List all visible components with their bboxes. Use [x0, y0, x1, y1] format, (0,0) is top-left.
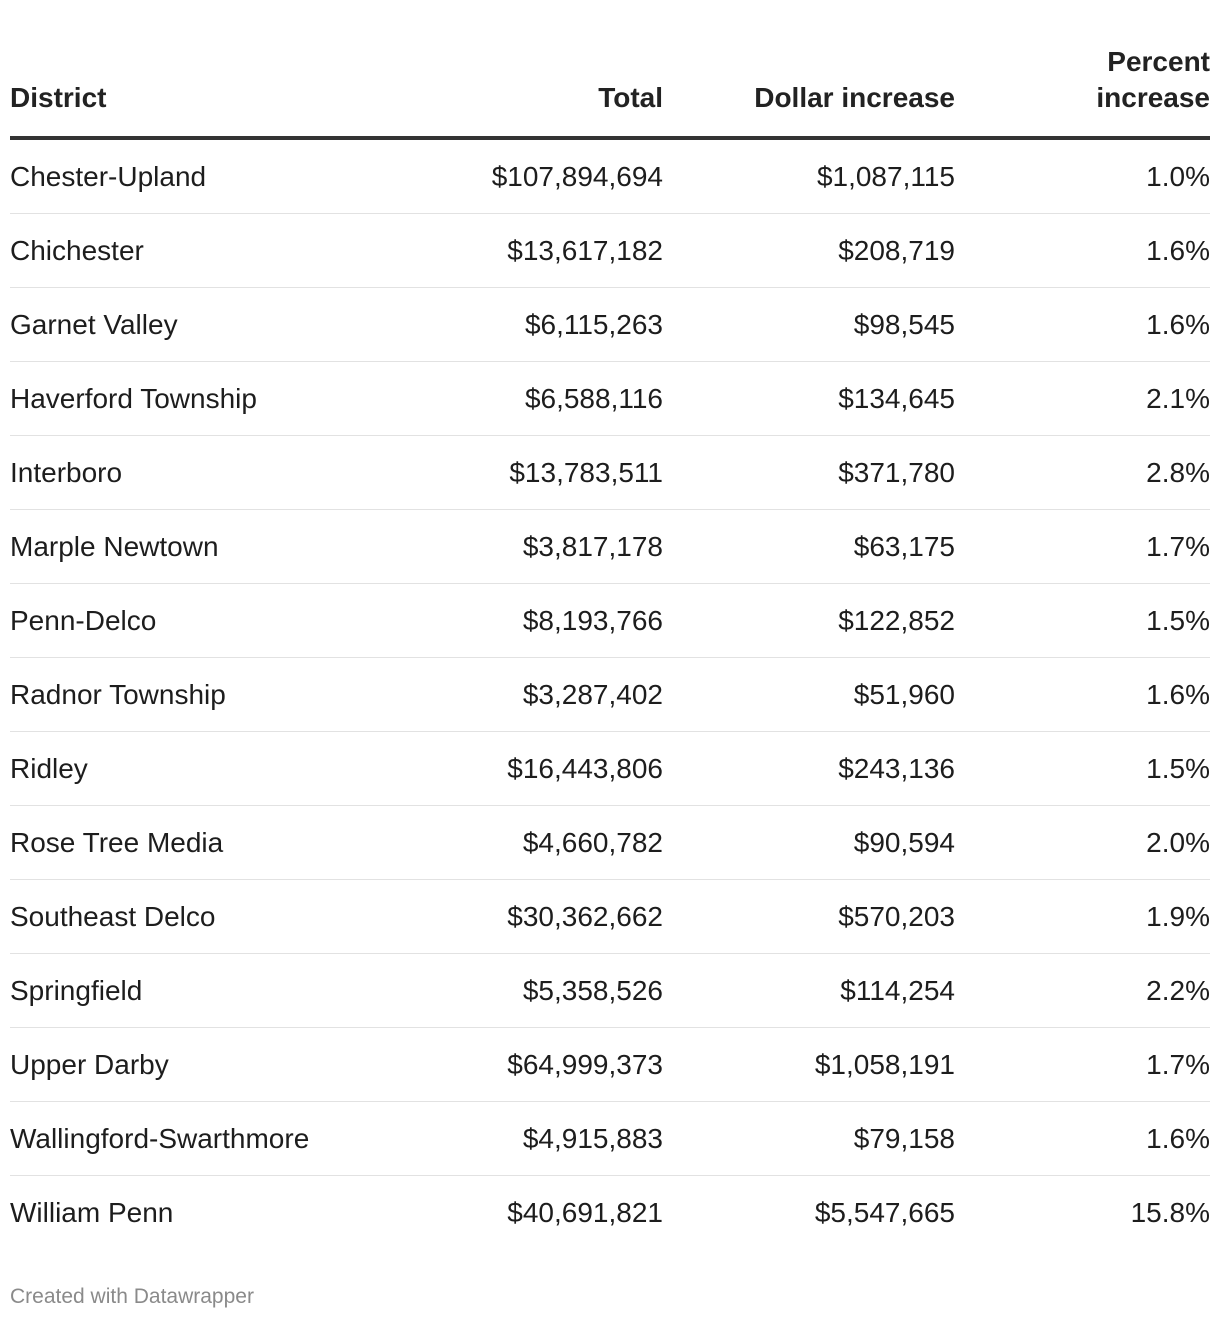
- table-body: Chester-Upland $107,894,694 $1,087,115 1.0%…: [10, 138, 1210, 1249]
- datawrapper-credit: Created with Datawrapper: [10, 1285, 254, 1308]
- table-row: Ridley $16,443,806 $243,136 1.5%: [10, 731, 1210, 806]
- cell-district: Marple Newtown: [10, 509, 370, 584]
- cell-dollar-increase: $208,719: [663, 213, 955, 288]
- cell-dollar-increase: $98,545: [663, 287, 955, 362]
- cell-total: $107,894,694: [370, 138, 663, 214]
- cell-total: $3,817,178: [370, 509, 663, 584]
- cell-dollar-increase: $114,254: [663, 953, 955, 1028]
- cell-percent-increase: 2.1%: [955, 361, 1210, 436]
- data-table-container: District Total Dollar increase Percent in…: [10, 44, 1210, 1249]
- cell-district: Chester-Upland: [10, 138, 370, 214]
- cell-total: $64,999,373: [370, 1027, 663, 1102]
- table-row: Penn-Delco $8,193,766 $122,852 1.5%: [10, 583, 1210, 658]
- column-header-district[interactable]: District: [10, 44, 370, 140]
- cell-total: $13,617,182: [370, 213, 663, 288]
- table-row: Haverford Township $6,588,116 $134,645 2.1%: [10, 361, 1210, 436]
- cell-percent-increase: 1.7%: [955, 1027, 1210, 1102]
- table-header: District Total Dollar increase Percent in…: [10, 44, 1210, 140]
- cell-percent-increase: 1.5%: [955, 583, 1210, 658]
- cell-district: Springfield: [10, 953, 370, 1028]
- cell-total: $4,660,782: [370, 805, 663, 880]
- cell-dollar-increase: $1,087,115: [663, 138, 955, 214]
- cell-district: William Penn: [10, 1196, 174, 1228]
- cell-total: $40,691,821: [507, 1196, 663, 1228]
- cell-dollar-increase: $134,645: [663, 361, 955, 436]
- cell-district: Southeast Delco: [10, 879, 370, 954]
- cell-dollar-increase: $63,175: [663, 509, 955, 584]
- cell-dollar-increase: $1,058,191: [663, 1027, 955, 1102]
- cell-district: Radnor Township: [10, 657, 370, 732]
- cell-district: Penn-Delco: [10, 583, 370, 658]
- data-table: District Total Dollar increase Percent in…: [10, 44, 1210, 1249]
- cell-percent-increase: 1.5%: [955, 731, 1210, 806]
- cell-percent-increase: 1.6%: [955, 213, 1210, 288]
- cell-dollar-increase: $371,780: [663, 435, 955, 510]
- cell-percent-increase: 1.6%: [955, 1101, 1210, 1176]
- header-row: District Total Dollar increase Percent in…: [10, 44, 1210, 140]
- cell-dollar-increase: $79,158: [663, 1101, 955, 1176]
- column-header-total[interactable]: Total: [370, 44, 663, 140]
- cell-district: Rose Tree Media: [10, 805, 370, 880]
- cell-dollar-increase: $5,547,665: [814, 1196, 955, 1228]
- table-row: Radnor Township $3,287,402 $51,960 1.6%: [10, 657, 1210, 732]
- cell-percent-increase: 1.7%: [955, 509, 1210, 584]
- cell-percent-increase: 2.8%: [955, 435, 1210, 510]
- cell-percent-increase: 1.0%: [955, 138, 1210, 214]
- cell-total: $6,115,263: [370, 287, 663, 362]
- cell-district: Haverford Township: [10, 361, 370, 436]
- table-row: Chichester $13,617,182 $208,719 1.6%: [10, 213, 1210, 288]
- cell-total: $16,443,806: [370, 731, 663, 806]
- cell-dollar-increase: $570,203: [663, 879, 955, 954]
- cell-total: $5,358,526: [370, 953, 663, 1028]
- cell-percent-increase: 2.0%: [955, 805, 1210, 880]
- column-header-percent-line2: increase: [1096, 82, 1210, 113]
- table-row: Chester-Upland $107,894,694 $1,087,115 1.0%: [10, 138, 1210, 214]
- cell-total: $4,915,883: [370, 1101, 663, 1176]
- table-row: Southeast Delco $30,362,662 $570,203 1.9%: [10, 879, 1210, 954]
- cell-percent-increase: 1.6%: [955, 657, 1210, 732]
- table-row: Upper Darby $64,999,373 $1,058,191 1.7%: [10, 1027, 1210, 1102]
- cell-percent-increase: 15.8%: [1130, 1196, 1210, 1228]
- table-row: Springfield $5,358,526 $114,254 2.2%: [10, 953, 1210, 1028]
- cell-district: Wallingford-Swarthmore: [10, 1101, 370, 1176]
- cell-dollar-increase: $243,136: [663, 731, 955, 806]
- table-row: Garnet Valley $6,115,263 $98,545 1.6%: [10, 287, 1210, 362]
- cell-total: $8,193,766: [370, 583, 663, 658]
- column-header-dollar-increase[interactable]: Dollar increase: [663, 44, 955, 140]
- table-row: Wallingford-Swarthmore $4,915,883 $79,158 1…: [10, 1101, 1210, 1176]
- cell-total: $6,588,116: [370, 361, 663, 436]
- cell-percent-increase: 2.2%: [955, 953, 1210, 1028]
- cell-dollar-increase: $90,594: [663, 805, 955, 880]
- table-row: Interboro $13,783,511 $371,780 2.8%: [10, 435, 1210, 510]
- cell-district: Upper Darby: [10, 1027, 370, 1102]
- cell-total: $3,287,402: [370, 657, 663, 732]
- column-header-percent-line1: Percent: [1107, 46, 1210, 77]
- cell-dollar-increase: $51,960: [663, 657, 955, 732]
- cell-district: Ridley: [10, 731, 370, 806]
- table-row: William Penn $40,691,821 $5,547,665 15.8%: [10, 1176, 1210, 1250]
- cell-percent-increase: 1.6%: [955, 287, 1210, 362]
- cell-dollar-increase: $122,852: [663, 583, 955, 658]
- cell-district: Interboro: [10, 435, 370, 510]
- cell-district: Garnet Valley: [10, 287, 370, 362]
- table-row: Rose Tree Media $4,660,782 $90,594 2.0%: [10, 805, 1210, 880]
- cell-district: Chichester: [10, 213, 370, 288]
- table-row: Marple Newtown $3,817,178 $63,175 1.7%: [10, 509, 1210, 584]
- cell-total: $30,362,662: [370, 879, 663, 954]
- cell-percent-increase: 1.9%: [955, 879, 1210, 954]
- cell-total: $13,783,511: [370, 435, 663, 510]
- column-header-percent-increase[interactable]: Percent increase: [955, 44, 1210, 140]
